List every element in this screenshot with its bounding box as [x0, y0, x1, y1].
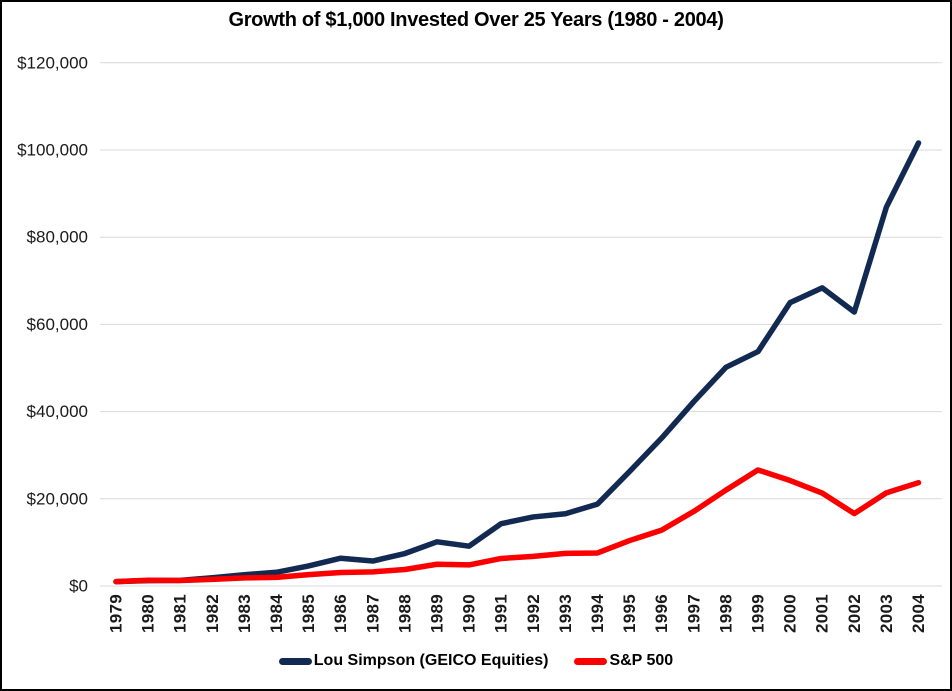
y-tick-label: $40,000: [27, 402, 88, 421]
sp500-line-swatch: [574, 657, 608, 665]
lou-simpson-geico-equities-line: [113, 140, 922, 585]
x-tick-label: 1979: [107, 594, 126, 633]
x-tick-label: 1998: [716, 594, 735, 633]
x-tick-label: 1987: [363, 594, 382, 633]
y-tick-label: $0: [69, 577, 88, 596]
chart-title: Growth of $1,000 Invested Over 25 Years …: [228, 9, 724, 31]
legend: Lou Simpson (GEICO Equities) S&P 500: [2, 652, 950, 670]
x-tick-label: 2002: [845, 594, 864, 633]
x-tick-label: 2003: [877, 594, 896, 633]
x-tick-label: 1988: [395, 594, 414, 633]
y-tick-label: $120,000: [17, 53, 88, 72]
legend-item-lou-simpson: Lou Simpson (GEICO Equities): [278, 652, 549, 670]
x-tick-label: 1989: [428, 594, 447, 633]
x-tick-label: 1996: [652, 594, 671, 633]
x-tick-label: 1995: [620, 594, 639, 633]
x-tick-label: 2004: [909, 594, 928, 633]
x-tick-label: 1984: [267, 594, 286, 633]
legend-item-sp500: S&P 500: [574, 652, 673, 670]
y-tick-label: $60,000: [27, 315, 88, 334]
x-tick-label: 1982: [203, 594, 222, 633]
x-tick-label: 1992: [524, 594, 543, 633]
lou-simpson-line-swatch: [278, 657, 312, 665]
x-tick-label: 1991: [492, 594, 511, 633]
x-tick-label: 1999: [749, 594, 768, 633]
x-tick-label: 1980: [139, 594, 158, 633]
x-tick-label: 1985: [299, 594, 318, 633]
x-tick-label: 1986: [331, 594, 350, 633]
x-tick-label: 1997: [684, 594, 703, 633]
x-tick-label: 1994: [588, 594, 607, 633]
y-tick-label: $100,000: [17, 141, 88, 160]
y-tick-label: $80,000: [27, 228, 88, 247]
y-tick-label: $20,000: [27, 489, 88, 508]
s-p-500-line: [113, 467, 922, 585]
x-tick-label: 1990: [460, 594, 479, 633]
x-tick-label: 1993: [556, 594, 575, 633]
x-tick-label: 2001: [813, 594, 832, 633]
x-tick-label: 1981: [171, 594, 190, 633]
x-tick-label: 2000: [781, 594, 800, 633]
x-tick-label: 1983: [235, 594, 254, 633]
legend-label-sp500: S&P 500: [609, 652, 674, 669]
legend-label-lou-simpson: Lou Simpson (GEICO Equities): [313, 652, 549, 669]
